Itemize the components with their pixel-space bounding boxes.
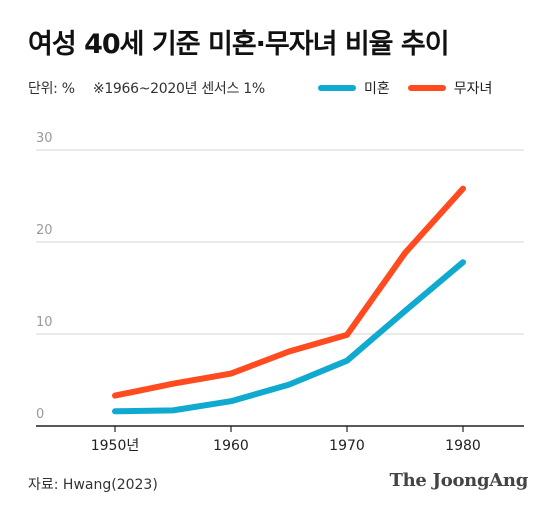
y-tick-label: 0 (36, 407, 44, 422)
legend: 미혼 무자녀 (318, 78, 510, 98)
legend-item-childless: 무자녀 (407, 78, 493, 98)
y-tick-label: 20 (36, 223, 53, 238)
legend-label-unmarried: 미혼 (364, 81, 390, 97)
legend-label-childless: 무자녀 (453, 81, 493, 97)
y-tick-label: 10 (36, 315, 53, 330)
x-tick-label: 1970 (329, 438, 365, 454)
source-note: 자료: Hwang(2023) (28, 477, 158, 493)
series-line-unmarried (112, 259, 466, 415)
census-note: ※1966~2020년 센서스 1% (92, 81, 265, 97)
legend-swatch-childless (407, 85, 446, 91)
brand-logo: The JoongAng (389, 470, 529, 491)
legend-item-unmarried: 미혼 (318, 78, 390, 98)
y-tick-label: 30 (36, 131, 53, 146)
unit-label: 단위: % (28, 81, 75, 97)
x-tick-label: 1980 (445, 438, 481, 454)
legend-swatch-unmarried (318, 85, 356, 91)
chart-title: 여성 40세 기준 미혼·무자녀 비율 추이 (28, 29, 450, 60)
x-tick-label: 1960 (213, 438, 249, 454)
x-tick-label: 1950년 (91, 438, 140, 454)
series-line-childless (112, 185, 466, 399)
unit-note: 단위: % ※1966~2020년 센서스 1% (28, 78, 279, 98)
